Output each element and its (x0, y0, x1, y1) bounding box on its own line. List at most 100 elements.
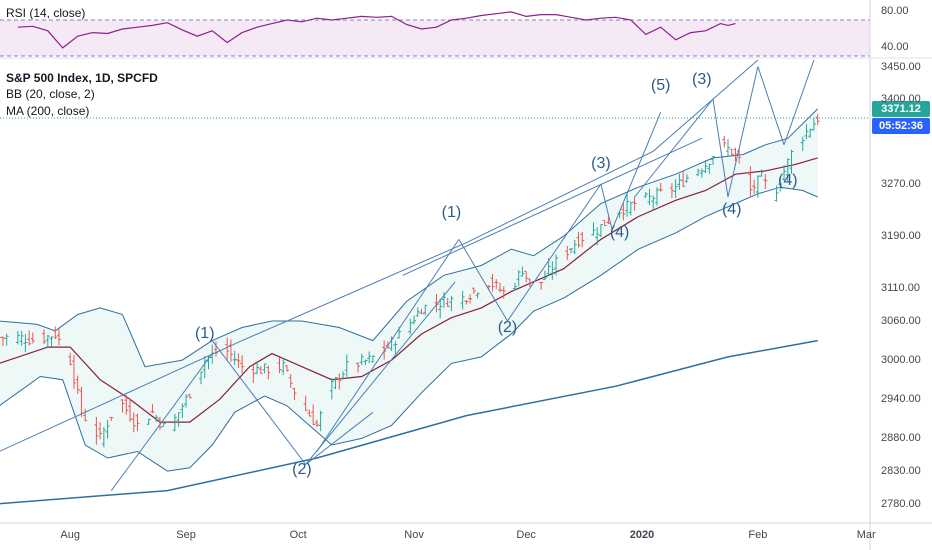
ohlc-bar (228, 339, 233, 362)
ohlc-bar (632, 196, 637, 211)
ohlc-bar (184, 394, 189, 408)
rsi-tick-label: 40.00 (881, 41, 909, 53)
ohlc-bar (520, 266, 525, 277)
ohlc-bar (748, 166, 753, 197)
ohlc-bar (468, 294, 473, 304)
ohlc-bar (475, 292, 480, 299)
wave-line (727, 66, 759, 198)
ohlc-bar (311, 404, 316, 426)
ohlc-bar (355, 362, 360, 373)
ohlc-bar (49, 336, 54, 347)
wave-line (0, 59, 759, 452)
ohlc-bar (625, 193, 630, 217)
chart-title: S&P 500 Index, 1D, SPCFD (6, 71, 158, 85)
ohlc-bar (595, 227, 600, 246)
time-tick-label: Oct (289, 529, 307, 541)
ohlc-bar (180, 403, 185, 419)
ohlc-bar (370, 355, 375, 363)
ohlc-bar (408, 318, 413, 335)
ohlc-bar (75, 375, 80, 395)
ohlc-bar (565, 245, 570, 261)
price-tick-label: 3450.00 (881, 60, 921, 73)
wave-line (783, 59, 815, 145)
wave-line (611, 112, 662, 230)
ohlc-bar (128, 398, 133, 422)
countdown-tag: 05:52:36 (872, 118, 930, 134)
wave-line (458, 239, 508, 322)
ohlc-bar (0, 336, 5, 347)
wave-line (507, 183, 602, 322)
ohlc-bar (337, 373, 342, 390)
ohlc-bar (752, 179, 757, 194)
ohlc-bar (124, 394, 129, 415)
ohlc-bar (187, 394, 192, 399)
ohlc-bar (105, 419, 110, 439)
ohlc-bar (554, 254, 559, 276)
ohlc-bar (804, 124, 809, 140)
price-tick-label: 2780.00 (881, 497, 921, 510)
price-tick-label: 3190.00 (881, 230, 921, 243)
ohlc-bar (419, 308, 424, 315)
ohlc-bar (146, 418, 151, 425)
ohlc-bar (255, 361, 260, 375)
rsi-tick-label: 80.00 (881, 5, 909, 17)
price-tick-label: 3060.00 (881, 314, 921, 327)
ohlc-bar (725, 139, 730, 157)
ohlc-bar (464, 300, 469, 305)
time-tick-label: 2020 (629, 529, 655, 541)
ohlc-bar (516, 270, 521, 287)
ohlc-bar (647, 189, 652, 206)
rsi-band (0, 20, 870, 56)
ohlc-bar (232, 350, 237, 365)
bb-legend: BB (20, close, 2) (6, 87, 95, 101)
ohlc-bar (157, 416, 162, 430)
wave-label: (3) (692, 70, 712, 88)
ohlc-bar (423, 304, 428, 316)
ohlc-bar (707, 163, 712, 174)
ohlc-bar (438, 298, 443, 319)
wave-label: (3) (591, 155, 611, 173)
ohlc-bar (621, 202, 626, 221)
ohlc-bar (490, 273, 495, 292)
ohlc-bar (494, 279, 499, 290)
ohlc-bar (677, 173, 682, 190)
wave-line (110, 353, 213, 491)
ohlc-bar (101, 427, 106, 448)
ohlc-bar (307, 409, 312, 417)
wave-line (634, 98, 714, 198)
ohlc-bar (460, 290, 465, 310)
ohlc-bar (71, 354, 76, 389)
ohlc-bar (45, 334, 50, 348)
ohlc-bar (329, 378, 334, 400)
wave-label: (4) (777, 171, 798, 189)
ohlc-bar (778, 176, 783, 192)
ohlc-bar (23, 333, 28, 353)
wave-label: (4) (721, 201, 742, 219)
price-tick-label: 3110.00 (881, 282, 920, 295)
ohlc-bar (262, 363, 267, 374)
ohlc-bar (696, 168, 701, 177)
ohlc-bar (57, 328, 62, 346)
ma-legend: MA (200, close) (6, 104, 90, 118)
ohlc-bar (333, 377, 338, 390)
wave-label: (2) (292, 460, 312, 478)
ohlc-bar (161, 422, 166, 427)
ohlc-bar (344, 354, 349, 377)
ohlc-bar (542, 270, 547, 281)
ohlc-bar (449, 295, 454, 311)
ohlc-bar (759, 169, 764, 177)
ohlc-bar (42, 329, 47, 344)
time-tick-label: Dec (516, 529, 536, 541)
ohlc-bar (602, 220, 607, 227)
ohlc-bar (569, 248, 574, 254)
ohlc-bar (15, 330, 20, 345)
ohlc-bar (393, 341, 398, 354)
ohlc-bar (412, 315, 417, 325)
ohlc-bar (654, 187, 659, 206)
wave-line (402, 137, 703, 276)
ohlc-bar (288, 374, 293, 388)
ohlc-bar (527, 278, 532, 288)
ohlc-bar (658, 182, 663, 192)
ohlc-bar (722, 135, 727, 148)
ohlc-bar (109, 416, 114, 421)
